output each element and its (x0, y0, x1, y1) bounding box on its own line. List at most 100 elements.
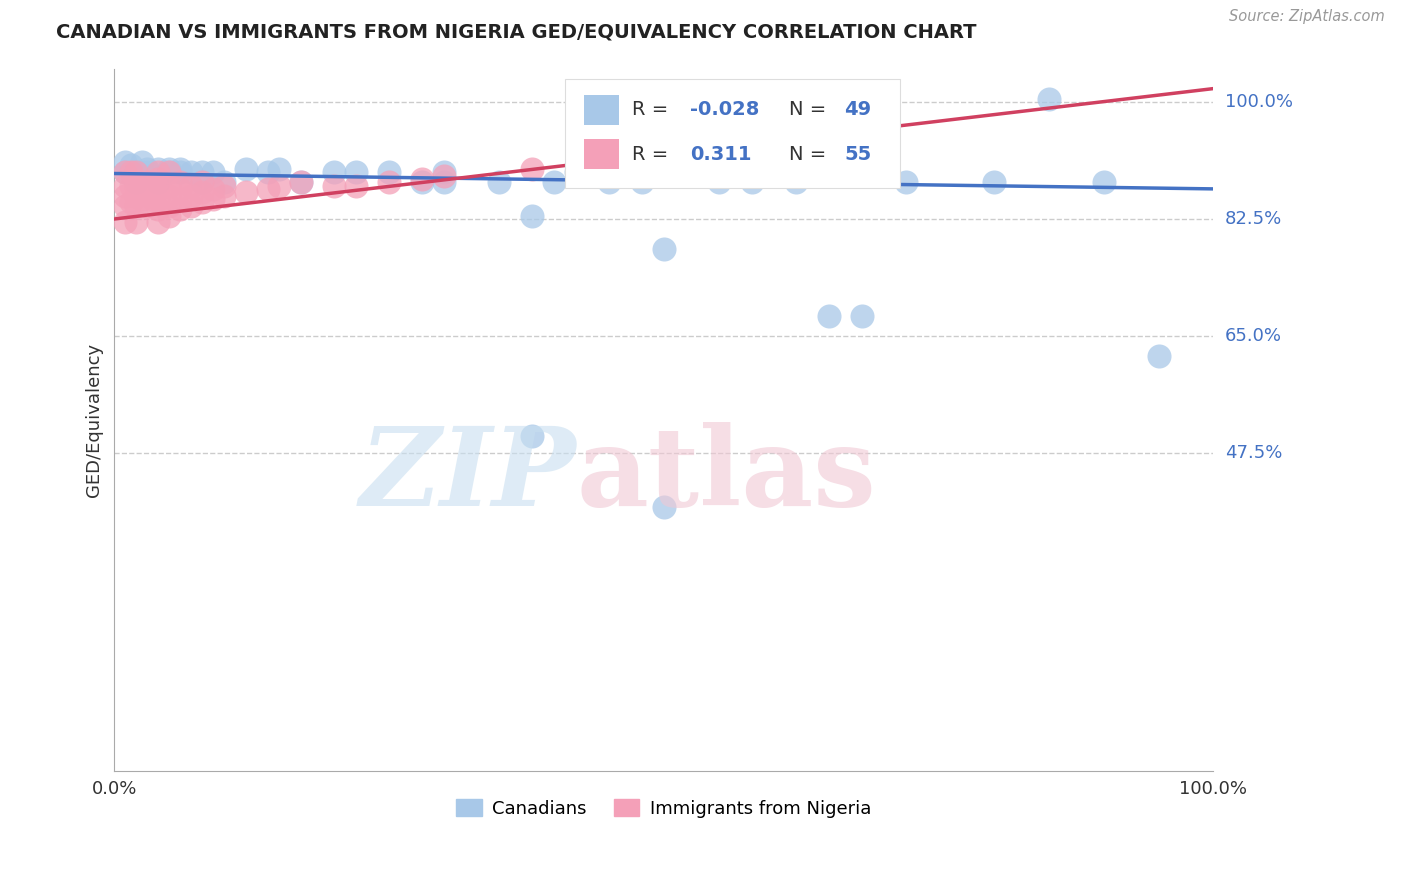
Text: 65.0%: 65.0% (1225, 327, 1282, 345)
Point (120, 165, 142, 179)
FancyBboxPatch shape (583, 95, 619, 125)
Point (235, 161, 257, 176)
Point (344, 178, 367, 193)
Point (323, 178, 346, 193)
Point (652, 242, 675, 256)
Point (136, 199, 159, 213)
Point (785, 175, 807, 189)
Text: 47.5%: 47.5% (1225, 444, 1282, 462)
Point (114, 178, 136, 193)
Point (157, 188, 180, 202)
Point (114, 165, 136, 179)
Point (411, 175, 433, 189)
Point (148, 182, 170, 196)
Point (433, 175, 456, 189)
Point (983, 175, 1005, 189)
Point (411, 172, 433, 186)
Point (214, 188, 236, 202)
Point (378, 165, 401, 179)
Point (169, 192, 191, 206)
Point (169, 202, 191, 216)
Point (1147, 349, 1170, 363)
Point (257, 165, 280, 179)
Point (136, 186, 159, 200)
Point (202, 192, 225, 206)
Point (125, 165, 148, 179)
Point (114, 155, 136, 169)
Point (148, 175, 170, 189)
Point (269, 161, 291, 176)
Point (125, 165, 148, 179)
Point (148, 202, 170, 216)
Point (157, 209, 180, 223)
Point (136, 175, 159, 189)
Point (157, 165, 180, 179)
Text: N =: N = (789, 101, 827, 120)
Point (191, 186, 214, 200)
Point (136, 161, 159, 176)
Point (169, 165, 191, 179)
Point (157, 178, 180, 193)
Point (169, 161, 191, 176)
Point (707, 175, 730, 189)
Point (191, 175, 214, 189)
Text: ZIP: ZIP (360, 422, 576, 530)
Point (202, 182, 225, 196)
Point (214, 175, 236, 189)
Point (565, 165, 588, 179)
Point (114, 215, 136, 229)
Point (488, 175, 510, 189)
Text: -0.028: -0.028 (690, 101, 759, 120)
Text: CANADIAN VS IMMIGRANTS FROM NIGERIA GED/EQUIVALENCY CORRELATION CHART: CANADIAN VS IMMIGRANTS FROM NIGERIA GED/… (56, 22, 977, 41)
Point (120, 195, 142, 210)
Y-axis label: GED/Equivalency: GED/Equivalency (86, 343, 103, 497)
Point (131, 192, 153, 206)
Point (290, 175, 312, 189)
Point (520, 209, 543, 223)
Point (817, 309, 839, 323)
Point (180, 165, 202, 179)
Point (125, 199, 148, 213)
Point (290, 175, 312, 189)
Point (598, 175, 620, 189)
Point (520, 429, 543, 443)
Point (214, 178, 236, 193)
Point (131, 155, 153, 169)
Point (269, 178, 291, 193)
Point (148, 165, 170, 179)
Point (520, 161, 543, 176)
Text: 100.0%: 100.0% (1225, 93, 1292, 111)
Point (191, 175, 214, 189)
FancyBboxPatch shape (583, 139, 619, 169)
Point (125, 188, 148, 202)
Text: atlas: atlas (576, 422, 876, 529)
Point (631, 175, 654, 189)
Point (169, 182, 191, 196)
Point (148, 215, 170, 229)
Point (169, 175, 191, 189)
Point (1092, 175, 1115, 189)
Point (894, 175, 917, 189)
Point (131, 165, 153, 179)
Point (433, 169, 456, 183)
Point (344, 165, 367, 179)
Text: R =: R = (633, 145, 668, 164)
Text: 0.311: 0.311 (690, 145, 752, 164)
Point (257, 182, 280, 196)
Point (148, 161, 170, 176)
Point (235, 186, 257, 200)
Text: R =: R = (633, 101, 668, 120)
Point (543, 175, 565, 189)
Point (114, 188, 136, 202)
Legend: Canadians, Immigrants from Nigeria: Canadians, Immigrants from Nigeria (449, 791, 879, 825)
Point (120, 159, 142, 173)
Text: 49: 49 (844, 101, 872, 120)
Point (125, 178, 148, 193)
Point (148, 172, 170, 186)
Point (323, 165, 346, 179)
Point (180, 178, 202, 193)
Point (851, 309, 873, 323)
FancyBboxPatch shape (565, 79, 900, 188)
Point (157, 161, 180, 176)
Point (433, 165, 456, 179)
